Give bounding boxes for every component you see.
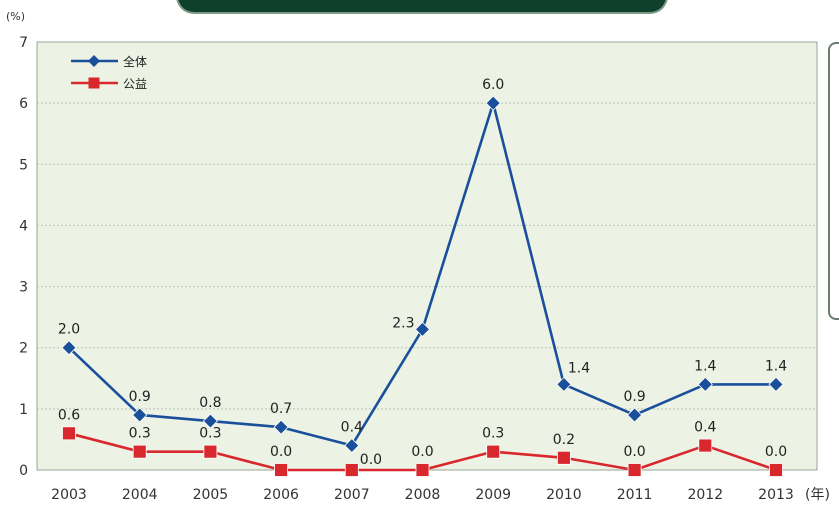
data-point (133, 445, 146, 458)
data-label: 0.0 (411, 444, 433, 460)
data-label: 2.3 (392, 315, 414, 331)
data-point (699, 439, 712, 452)
legend-label: 全体 (123, 54, 147, 69)
x-tick-label: 2013 (758, 487, 794, 503)
data-label: 1.4 (694, 358, 716, 374)
y-tick-label: 3 (19, 280, 28, 296)
x-axis-ticks: 2003 2004 2005 2006 2007 2008 2009 2010 2011 2012… (51, 487, 794, 503)
x-tick-label: 2011 (617, 487, 653, 503)
data-point (557, 451, 570, 464)
legend-label: 公益 (123, 77, 147, 91)
data-label: 1.4 (568, 360, 590, 376)
y-tick-label: 2 (19, 341, 28, 357)
x-tick-label: 2009 (475, 487, 511, 503)
x-tick-label: 2008 (405, 487, 441, 503)
data-label: 0.3 (199, 426, 221, 442)
data-point (628, 464, 641, 477)
data-label: 0.8 (199, 395, 221, 411)
data-point (416, 464, 429, 477)
x-tick-label: 2005 (193, 487, 229, 503)
x-tick-label: 2007 (334, 487, 370, 503)
x-axis-unit: (年) (805, 487, 830, 503)
x-tick-label: 2012 (687, 487, 723, 503)
data-label: 0.0 (765, 444, 787, 460)
plot-area (37, 42, 817, 470)
y-tick-label: 6 (19, 96, 28, 112)
x-tick-label: 2010 (546, 487, 582, 503)
data-label: 1.4 (765, 358, 787, 374)
data-label: 0.7 (270, 401, 292, 417)
data-label: 0.0 (360, 452, 382, 468)
data-label: 0.0 (270, 444, 292, 460)
y-tick-label: 4 (19, 218, 28, 234)
y-tick-label: 5 (19, 157, 28, 173)
x-tick-label: 2003 (51, 487, 87, 503)
data-point (275, 464, 288, 477)
data-label: 2.0 (58, 322, 80, 338)
data-point (770, 464, 783, 477)
data-label: 0.9 (129, 389, 151, 405)
data-label: 0.4 (694, 420, 716, 436)
x-tick-label: 2004 (122, 487, 158, 503)
data-point (345, 464, 358, 477)
data-label: 0.2 (553, 432, 575, 448)
y-tick-label: 0 (19, 463, 28, 479)
data-label: 0.3 (129, 426, 151, 442)
legend-marker (89, 78, 100, 89)
data-label: 0.6 (58, 407, 80, 423)
y-axis-ticks: 0 1 2 3 4 5 6 7 (19, 35, 28, 479)
data-point (204, 445, 217, 458)
data-label: 0.4 (341, 420, 363, 436)
y-tick-label: 7 (19, 35, 28, 51)
data-point (487, 445, 500, 458)
y-tick-label: 1 (19, 402, 28, 418)
data-label: 0.3 (482, 426, 504, 442)
data-label: 6.0 (482, 77, 504, 93)
x-tick-label: 2006 (263, 487, 299, 503)
data-label: 0.0 (623, 444, 645, 460)
data-label: 0.9 (623, 389, 645, 405)
y-axis-unit: (%) (6, 10, 25, 23)
data-point (63, 427, 76, 440)
